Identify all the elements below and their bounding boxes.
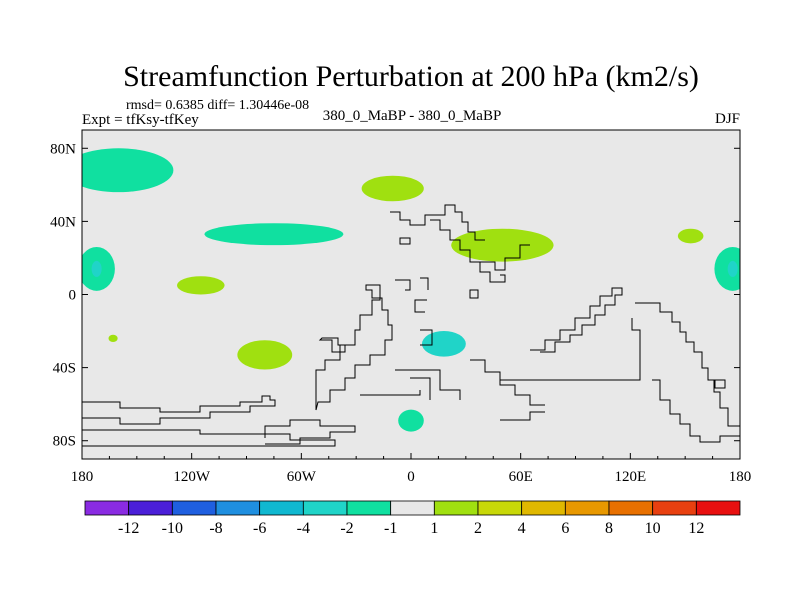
- colorbar-swatch: [128, 500, 173, 516]
- x-tick-label: 180: [729, 469, 752, 485]
- chart-title: Streamfunction Perturbation at 200 hPa (…: [123, 60, 699, 93]
- coastline: [82, 204, 740, 447]
- contour-regions: [82, 148, 740, 432]
- colorbar-swatch: [346, 500, 392, 516]
- x-tick-label: 60E: [509, 469, 533, 485]
- colorbar-label: -6: [253, 520, 266, 537]
- region-small-high: [108, 334, 118, 343]
- colorbar-swatch: [84, 500, 130, 516]
- region-north-pacific-low: [82, 148, 174, 193]
- colorbar-label: 4: [518, 520, 526, 537]
- colorbar: -12 -10 -8 -6 -4 -2 -1 1 2 4 6 8 10 12: [84, 500, 741, 537]
- region-southern-ocean-low: [398, 409, 424, 432]
- colorbar-swatch: [521, 500, 566, 516]
- colorbar-label: 10: [645, 520, 661, 537]
- colorbar-swatch: [477, 500, 523, 516]
- colorbar-label: 12: [688, 520, 704, 537]
- subtitle-left: Expt = tfKsy-tfKey: [82, 112, 199, 128]
- colorbar-label: 1: [430, 520, 438, 537]
- colorbar-label: -2: [340, 520, 353, 537]
- y-tick-label: 80N: [50, 141, 76, 157]
- colorbar-label: -8: [209, 520, 222, 537]
- colorbar-label: -1: [384, 520, 397, 537]
- colorbar-swatch: [259, 500, 304, 516]
- colorbar-label: -10: [162, 520, 183, 537]
- region-europe-high: [361, 175, 424, 202]
- colorbar-swatch: [302, 500, 348, 516]
- chart-stats: rmsd= 0.6385 diff= 1.30446e-08: [126, 98, 309, 113]
- y-tick-label: 80S: [53, 434, 76, 450]
- x-axis: 180 120W 60W 0 60E 120E 180: [71, 453, 752, 485]
- region-tropical-high: [177, 276, 225, 295]
- y-tick-label: 0: [69, 288, 77, 304]
- x-tick-label: 60W: [287, 469, 317, 485]
- region-core-west-pacific-low: [91, 260, 102, 277]
- region-east-asia-high: [677, 228, 704, 244]
- colorbar-swatch: [608, 500, 654, 516]
- subtitle-center: 380_0_MaBP - 380_0_MaBP: [323, 108, 502, 124]
- colorbar-label: 6: [561, 520, 569, 537]
- region-south-pacific-high: [237, 340, 293, 370]
- x-tick-label: 120W: [173, 469, 211, 485]
- region-core-south-atlantic-low: [439, 340, 449, 348]
- region-asia-high: [451, 228, 554, 262]
- colorbar-swatch: [215, 500, 261, 516]
- colorbar-swatch: [695, 500, 741, 516]
- colorbar-swatch: [433, 500, 479, 516]
- x-tick-label: 180: [71, 469, 94, 485]
- y-tick-label: 40S: [53, 361, 76, 377]
- region-core-east-pacific-low: [727, 260, 738, 277]
- subtitle-right: DJF: [715, 111, 740, 127]
- colorbar-swatch: [564, 500, 610, 516]
- x-tick-label: 120E: [614, 469, 646, 485]
- x-tick-label: 0: [407, 469, 415, 485]
- region-north-atlantic-low: [204, 223, 344, 246]
- y-axis: 80N 40N 0 40S 80S: [50, 141, 740, 450]
- colorbar-label: -4: [297, 520, 310, 537]
- colorbar-swatch: [390, 500, 435, 516]
- y-tick-label: 40N: [50, 214, 76, 230]
- colorbar-label: -12: [118, 520, 139, 537]
- colorbar-swatch: [171, 500, 217, 516]
- colorbar-label: 2: [474, 520, 482, 537]
- colorbar-label: 8: [605, 520, 613, 537]
- region-east-pacific-low: [714, 246, 740, 291]
- colorbar-swatch: [652, 500, 697, 516]
